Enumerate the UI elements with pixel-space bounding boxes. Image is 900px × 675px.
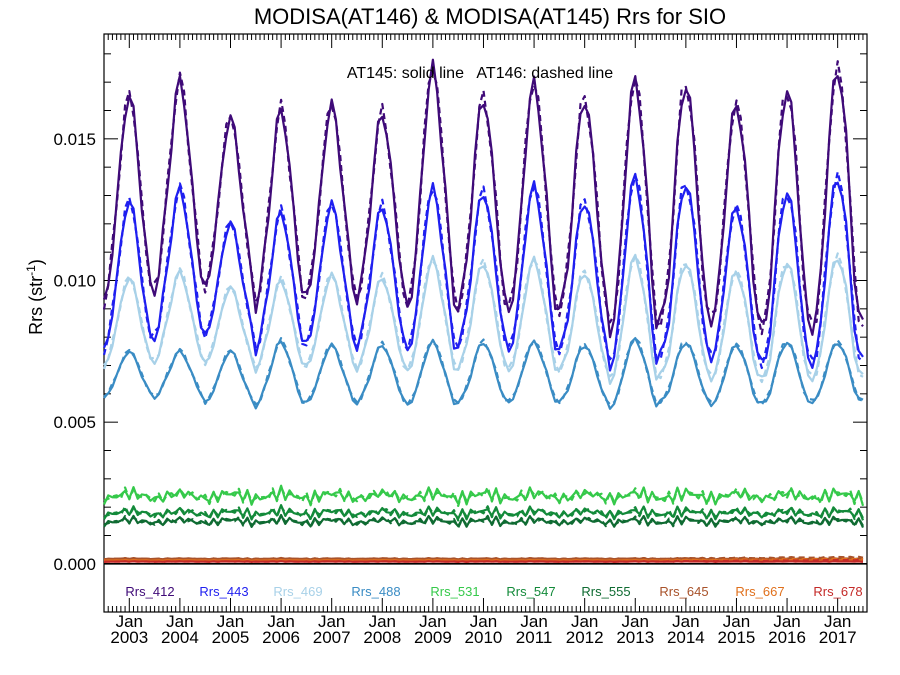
legend-entry-rrs_645: Rrs_645: [659, 584, 708, 599]
rrs_678-at146-dashed-line: [104, 558, 864, 564]
x-tick-year-label: 2005: [212, 628, 250, 647]
x-tick-month-label: Jan: [369, 612, 396, 631]
x-axis-tick-labels: Jan2003Jan2004Jan2005Jan2006Jan2007Jan20…: [110, 612, 856, 647]
x-tick-month-label: Jan: [723, 612, 750, 631]
rrs_412-at145-solid-line: [102, 58, 864, 339]
y-tick-label: 0.015: [53, 130, 96, 149]
rrs_469-at146-dashed-line: [102, 252, 864, 384]
line-style-annotation: AT145: solid line AT146: dashed line: [347, 65, 613, 82]
x-tick-month-label: Jan: [318, 612, 345, 631]
series-lines: [102, 58, 865, 564]
x-tick-month-label: Jan: [217, 612, 244, 631]
y-tick-label: 0.000: [53, 555, 96, 574]
x-tick-year-label: 2004: [161, 628, 199, 647]
x-tick-month-label: Jan: [773, 612, 800, 631]
plot-frame: [103, 33, 868, 613]
x-tick-year-label: 2010: [465, 628, 503, 647]
legend-entry-rrs_531: Rrs_531: [430, 584, 479, 599]
legend-entry-rrs_678: Rrs_678: [813, 584, 862, 599]
x-tick-year-label: 2016: [768, 628, 806, 647]
rrs_547-at145-solid-line: [103, 504, 865, 521]
svg-text:Rrs (str-1): Rrs (str-1): [24, 259, 46, 335]
rrs_531-at145-solid-line: [103, 484, 865, 507]
rrs_547-at146-dashed-line: [103, 505, 864, 522]
y-tick-label: 0.005: [53, 413, 96, 432]
rrs_531-at146-dashed-line: [103, 485, 865, 507]
x-tick-month-label: Jan: [622, 612, 649, 631]
y-axis-label: Rrs (str-1): [24, 259, 46, 335]
legend-entry-rrs_555: Rrs_555: [581, 584, 630, 599]
legend: Rrs_412 Rrs_443 Rrs_469 Rrs_488 Rrs_531 Rrs_5…: [125, 584, 862, 599]
x-tick-month-label: Jan: [571, 612, 598, 631]
legend-entry-rrs_667: Rrs_667: [735, 584, 784, 599]
rrs_555-at146-dashed-line: [103, 514, 864, 529]
chart-title: MODISA(AT146) & MODISA(AT145) Rrs for SI…: [254, 4, 726, 29]
axis-ticks: 0.000 0.005 0.010 0.015: [53, 34, 867, 612]
y-axis-label-main: Rrs (str: [26, 276, 46, 335]
x-tick-month-label: Jan: [470, 612, 497, 631]
x-tick-month-label: Jan: [520, 612, 547, 631]
x-tick-year-label: 2008: [363, 628, 401, 647]
x-tick-year-label: 2012: [566, 628, 604, 647]
rrs_443-at146-dashed-line: [102, 170, 864, 370]
x-tick-year-label: 2007: [313, 628, 351, 647]
legend-entry-rrs_412: Rrs_412: [125, 584, 174, 599]
rrs_412-at146-dashed-line: [102, 60, 864, 336]
x-tick-month-label: Jan: [116, 612, 143, 631]
x-tick-year-label: 2017: [819, 628, 857, 647]
x-tick-month-label: Jan: [419, 612, 446, 631]
x-tick-year-label: 2015: [718, 628, 756, 647]
x-tick-year-label: 2003: [110, 628, 148, 647]
x-tick-month-label: Jan: [267, 612, 294, 631]
x-tick-year-label: 2014: [667, 628, 705, 647]
x-tick-year-label: 2009: [414, 628, 452, 647]
x-tick-month-label: Jan: [166, 612, 193, 631]
rrs_645-at146-dashed-line: [103, 555, 864, 561]
legend-entry-rrs_547: Rrs_547: [506, 584, 555, 599]
rrs_488-at146-dashed-line: [103, 337, 864, 406]
x-tick-year-label: 2006: [262, 628, 300, 647]
x-tick-year-label: 2013: [616, 628, 654, 647]
legend-entry-rrs_443: Rrs_443: [199, 584, 248, 599]
legend-entry-rrs_488: Rrs_488: [351, 584, 400, 599]
legend-entry-rrs_469: Rrs_469: [273, 584, 322, 599]
x-tick-month-label: Jan: [672, 612, 699, 631]
x-tick-month-label: Jan: [824, 612, 851, 631]
y-axis-label-end: ): [26, 259, 46, 265]
x-tick-year-label: 2011: [516, 628, 553, 647]
y-axis-label-superscript: -1: [24, 265, 38, 276]
y-tick-label: 0.010: [53, 272, 96, 291]
